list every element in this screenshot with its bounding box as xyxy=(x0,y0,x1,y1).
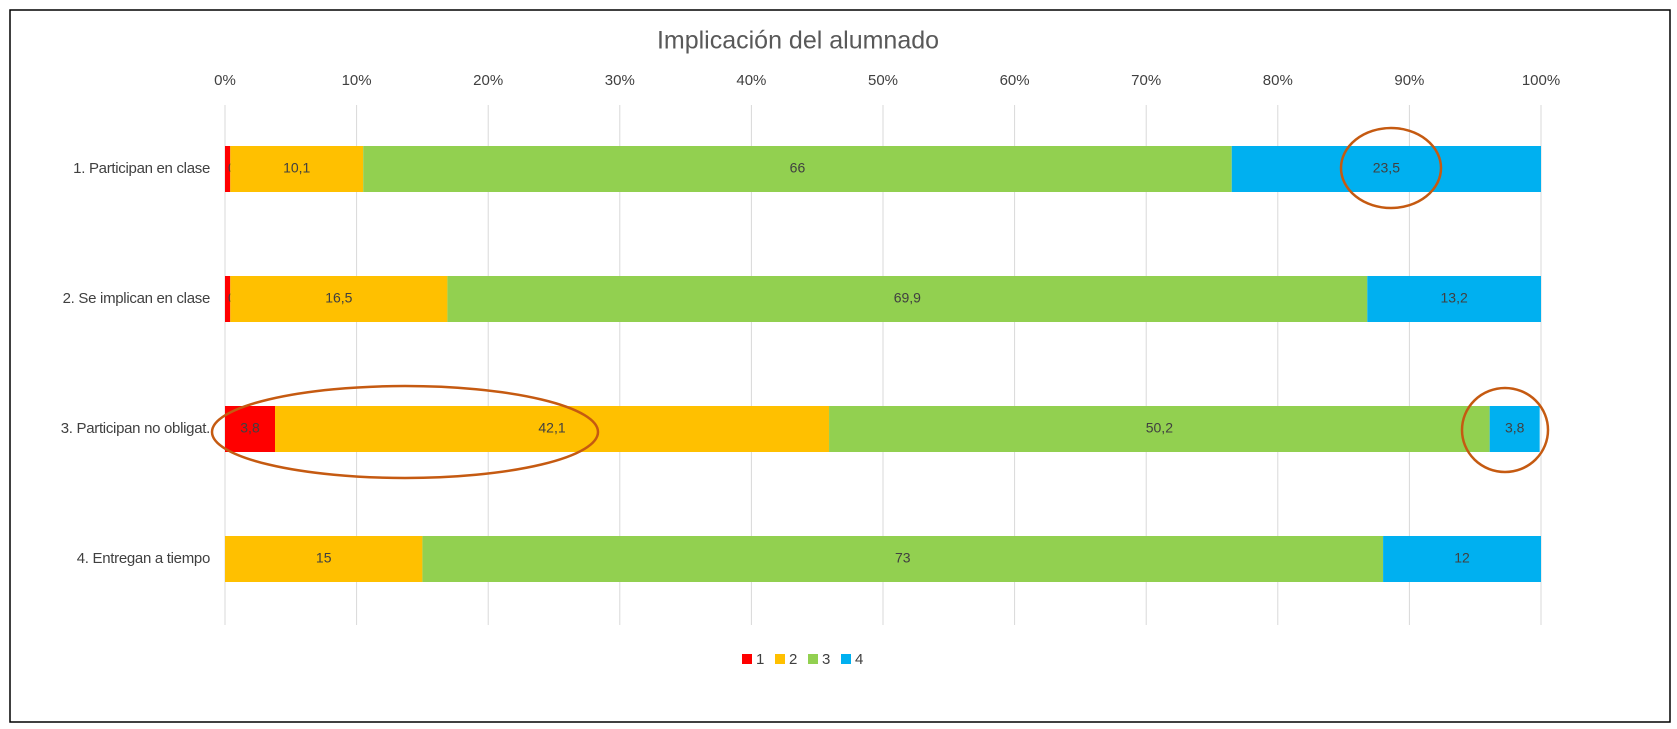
highlight-ellipse xyxy=(1460,386,1550,474)
legend-swatch xyxy=(742,654,752,664)
x-tick-label: 80% xyxy=(1263,72,1293,89)
x-tick-label: 10% xyxy=(342,72,372,89)
x-tick-label: 70% xyxy=(1131,72,1161,89)
bar-segment xyxy=(225,146,231,192)
bar-segment xyxy=(422,536,1384,582)
legend-label: 4 xyxy=(855,651,863,668)
bar-segment xyxy=(225,276,231,322)
x-tick-label: 90% xyxy=(1394,72,1424,89)
legend-swatch xyxy=(841,654,851,664)
bar-segment xyxy=(1231,146,1541,192)
highlight-ellipse xyxy=(1339,126,1443,210)
category-label: 1. Participan en clase xyxy=(73,160,210,177)
data-label: 3,8 xyxy=(1505,420,1525,436)
bar-segment xyxy=(275,406,830,452)
legend-label: 1 xyxy=(756,651,764,668)
legend-swatch xyxy=(808,654,818,664)
data-label: 69,9 xyxy=(894,290,921,306)
data-label: 42,1 xyxy=(538,420,565,436)
chart-frame xyxy=(9,9,1671,723)
data-label: 23,5 xyxy=(1373,160,1400,176)
bar-segment xyxy=(225,406,276,452)
x-tick-label: 0% xyxy=(214,72,236,89)
data-label: 16,5 xyxy=(325,290,352,306)
x-tick-label: 20% xyxy=(473,72,503,89)
data-label: 15 xyxy=(316,550,332,566)
x-tick-label: 30% xyxy=(605,72,635,89)
legend-label: 3 xyxy=(822,651,830,668)
bar-segment xyxy=(1367,276,1541,322)
category-label: 3. Participan no obligat. xyxy=(61,420,210,437)
data-label: 3,8 xyxy=(240,420,260,436)
x-tick-label: 50% xyxy=(868,72,898,89)
bar-segment xyxy=(447,276,1368,322)
data-label: 10,1 xyxy=(283,160,310,176)
data-label: 73 xyxy=(895,550,911,566)
highlight-ellipse xyxy=(210,384,600,480)
x-tick-label: 100% xyxy=(1522,72,1560,89)
chart-title: Implicación del alumnado xyxy=(657,27,939,55)
legend-label: 2 xyxy=(789,651,797,668)
bar-segment xyxy=(1489,406,1540,452)
data-label: 66 xyxy=(790,160,806,176)
category-label: 2. Se implican en clase xyxy=(63,290,210,307)
bar-segment xyxy=(1383,536,1541,582)
legend-swatch xyxy=(775,654,785,664)
category-label: 4. Entregan a tiempo xyxy=(77,550,210,567)
data-label: 13,2 xyxy=(1441,290,1468,306)
x-tick-label: 60% xyxy=(1000,72,1030,89)
bar-segment xyxy=(363,146,1232,192)
x-tick-label: 40% xyxy=(736,72,766,89)
bar-segment xyxy=(225,536,423,582)
data-label: 12 xyxy=(1454,550,1470,566)
bar-segment xyxy=(829,406,1490,452)
bar-segment xyxy=(230,146,364,192)
data-label: 50,2 xyxy=(1146,420,1173,436)
bar-segment xyxy=(230,276,448,322)
